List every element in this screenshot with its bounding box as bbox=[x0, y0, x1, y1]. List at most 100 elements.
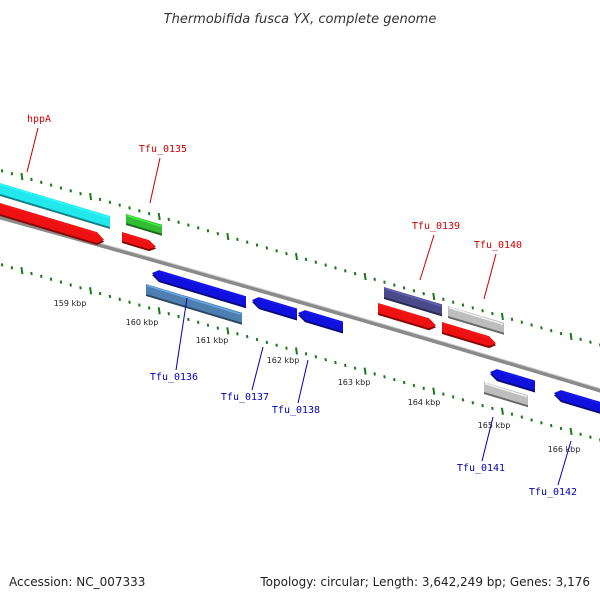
tick-mark bbox=[236, 332, 239, 336]
tick-mark bbox=[432, 387, 436, 395]
tick-mark bbox=[530, 323, 533, 327]
tick-mark bbox=[461, 303, 465, 307]
tick-mark bbox=[353, 366, 357, 370]
tick-mark bbox=[442, 392, 445, 396]
label-leader-line bbox=[483, 253, 497, 300]
gene-bar-red bbox=[0, 203, 104, 246]
tick-mark bbox=[295, 347, 298, 355]
label-leader-line bbox=[297, 359, 309, 404]
tick-mark bbox=[559, 331, 563, 336]
gene-label-tfu-0137[interactable]: Tfu_0137 bbox=[221, 392, 269, 403]
tick-mark bbox=[128, 206, 131, 210]
gene-bar-red bbox=[442, 322, 496, 349]
gene-label-tfu-0140[interactable]: Tfu_0140 bbox=[474, 240, 522, 251]
feature-tracks bbox=[0, 183, 600, 414]
tick-mark bbox=[118, 297, 121, 301]
tick-mark bbox=[285, 251, 288, 256]
tick-mark bbox=[471, 306, 475, 310]
scale-label: 166 kbp bbox=[548, 445, 581, 454]
tick-mark bbox=[422, 386, 425, 390]
inner-tick-ring bbox=[0, 263, 600, 442]
label-leader-line bbox=[481, 416, 494, 462]
tick-mark bbox=[255, 243, 259, 247]
tick-mark bbox=[40, 274, 43, 279]
label-leader-line bbox=[251, 346, 264, 391]
tick-mark bbox=[69, 189, 72, 193]
tick-mark bbox=[206, 323, 210, 327]
tick-mark bbox=[363, 272, 367, 281]
gene-label-tfu-0138[interactable]: Tfu_0138 bbox=[272, 405, 320, 416]
gene-bar-hppA bbox=[0, 183, 110, 229]
label-leader-line bbox=[149, 157, 161, 204]
tick-mark bbox=[138, 209, 141, 213]
tick-mark bbox=[569, 332, 573, 341]
gene-bar-tfu0138 bbox=[298, 310, 343, 334]
tick-mark bbox=[49, 277, 53, 281]
tick-mark bbox=[393, 378, 396, 382]
tick-mark bbox=[402, 380, 406, 385]
gene-label-tfu-0141[interactable]: Tfu_0141 bbox=[457, 463, 505, 474]
gene-bar-blue bbox=[490, 369, 535, 393]
label-leader-line bbox=[557, 440, 572, 486]
gene-labels: hppA Tfu_0135 Tfu_0139 Tfu_0140 Tfu_0136 Tfu_… bbox=[26, 114, 577, 498]
tick-mark bbox=[79, 192, 82, 196]
tick-mark bbox=[510, 317, 514, 321]
tick-mark bbox=[324, 357, 327, 362]
label-leader-line bbox=[175, 297, 188, 371]
tick-mark bbox=[589, 435, 592, 439]
tick-mark bbox=[265, 246, 269, 250]
tick-mark bbox=[236, 237, 239, 242]
tick-mark bbox=[49, 183, 53, 187]
tick-mark bbox=[30, 177, 33, 182]
tick-mark bbox=[10, 172, 14, 176]
gene-label-tfu-0142[interactable]: Tfu_0142 bbox=[529, 487, 577, 498]
tick-mark bbox=[491, 311, 494, 316]
gene-label-tfu-0135[interactable]: Tfu_0135 bbox=[139, 144, 187, 155]
gene-bar-tfu0142 bbox=[554, 390, 600, 414]
gene-label-tfu-0139[interactable]: Tfu_0139 bbox=[412, 221, 460, 232]
tick-mark bbox=[451, 395, 455, 399]
tick-mark bbox=[334, 360, 337, 365]
accession-label: Accession: NC_007333 bbox=[9, 575, 145, 589]
gene-bar-tfu0136 bbox=[146, 284, 242, 325]
gene-label-tfu-0136[interactable]: Tfu_0136 bbox=[150, 372, 198, 383]
tick-mark bbox=[295, 252, 298, 261]
tick-mark bbox=[569, 427, 573, 436]
tick-mark bbox=[196, 226, 200, 230]
map-title: Thermobifida fusca YX, complete genome bbox=[164, 12, 437, 27]
tick-mark bbox=[265, 340, 269, 345]
tick-mark bbox=[20, 172, 24, 181]
tick-mark bbox=[383, 280, 386, 284]
gene-label-hppa[interactable]: hppA bbox=[27, 114, 51, 125]
tick-mark bbox=[59, 186, 63, 190]
tick-mark bbox=[69, 283, 72, 287]
tick-mark bbox=[579, 432, 582, 436]
tick-mark bbox=[500, 312, 504, 321]
tick-mark bbox=[549, 423, 553, 428]
gene-bar-tfu0137 bbox=[252, 297, 297, 321]
tick-mark bbox=[245, 334, 249, 339]
scale-label: 164 kbp bbox=[408, 398, 441, 407]
gene-bar-tfu0135 bbox=[126, 214, 162, 236]
label-leader-line bbox=[26, 127, 39, 173]
gene-bar-red bbox=[122, 232, 156, 252]
tick-mark bbox=[304, 257, 308, 262]
tick-mark bbox=[442, 297, 445, 301]
tick-mark bbox=[0, 169, 4, 173]
tick-mark bbox=[167, 312, 171, 316]
gene-bar-tfu0139 bbox=[384, 287, 442, 317]
tick-mark bbox=[393, 283, 396, 287]
tick-mark bbox=[177, 220, 180, 224]
tick-mark bbox=[147, 212, 151, 216]
tick-mark bbox=[363, 367, 367, 375]
scale-label: 163 kbp bbox=[338, 378, 371, 387]
scale-label: 162 kbp bbox=[267, 356, 300, 365]
tick-mark bbox=[138, 303, 141, 307]
scale-label: 159 kbp bbox=[54, 299, 87, 308]
tick-mark bbox=[314, 260, 318, 264]
tick-mark bbox=[334, 266, 337, 270]
gene-bar-blue bbox=[152, 270, 246, 309]
tick-mark bbox=[108, 200, 112, 204]
tick-mark bbox=[353, 271, 357, 276]
